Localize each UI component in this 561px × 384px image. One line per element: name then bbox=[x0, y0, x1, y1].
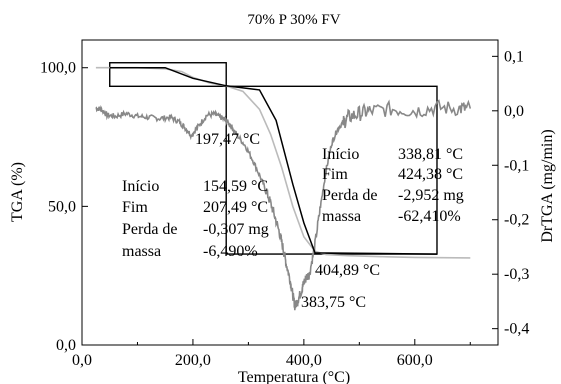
x-tick-label: 200,0 bbox=[175, 352, 211, 369]
y2-tick-label: -0,2 bbox=[504, 212, 529, 229]
step-1-info: Início Fim Perda de massa 154,59 °C 207,… bbox=[122, 178, 269, 260]
plot-frame bbox=[81, 39, 499, 346]
step-1-label-end: Fim bbox=[122, 199, 148, 216]
peak-label-3: 404,89 °C bbox=[315, 262, 380, 279]
y-tick-label: 50,0 bbox=[48, 198, 76, 215]
step-2-info: Início Fim Perda de massa 338,81 °C 424,… bbox=[322, 146, 464, 225]
step-1-label-mass: massa bbox=[122, 243, 161, 260]
peak-label-2: 383,75 °C bbox=[301, 294, 366, 311]
y2-tick-label: 0,1 bbox=[504, 48, 524, 65]
peak-label-1-text: 197,47 °C bbox=[195, 131, 260, 148]
y2-tick-label: -0,4 bbox=[504, 321, 529, 338]
y2-tick-label: 0,0 bbox=[504, 103, 524, 120]
step-1-value-loss: -0,307 mg bbox=[203, 221, 269, 238]
step-1-label-start: Início bbox=[122, 178, 159, 195]
step-1-value-start: 154,59 °C bbox=[203, 178, 268, 195]
step-2-value-loss: -2,952 mg bbox=[398, 187, 464, 204]
chart-title: 70% P 30% FV bbox=[247, 12, 340, 28]
peak-label-1: 197,47 °C bbox=[195, 131, 260, 148]
dtga-series bbox=[95, 99, 472, 311]
step-2-label-end: Fim bbox=[322, 166, 348, 183]
step-box-2 bbox=[225, 85, 438, 255]
x-tick-label: 600,0 bbox=[397, 352, 433, 369]
step-2-value-start: 338,81 °C bbox=[398, 146, 463, 163]
y-tick-label: 0,0 bbox=[56, 337, 76, 354]
axes: 0,0 200,0 400,0 600,0 0,0 50,0 100,0 0,1 0,0 -0,1… bbox=[40, 48, 529, 369]
x-tick-label: 400,0 bbox=[286, 352, 322, 369]
y2-tick-label: -0,1 bbox=[504, 157, 529, 174]
plot-area bbox=[95, 62, 472, 311]
step-2-value-end: 424,38 °C bbox=[398, 166, 463, 183]
y-axis-label: TGA (%) bbox=[9, 162, 26, 222]
step-2-label-mass: massa bbox=[322, 208, 361, 225]
step-box-1 bbox=[109, 62, 227, 88]
step-1-value-mass: -6,490% bbox=[203, 243, 258, 260]
step-1-label-loss: Perda de bbox=[122, 221, 178, 238]
x-axis-label: Temperatura (°C) bbox=[238, 369, 350, 384]
step-2-label-start: Início bbox=[322, 146, 359, 163]
y-tick-label: 100,0 bbox=[40, 60, 76, 77]
y2-axis-label: DrTGA (mg/min) bbox=[539, 129, 556, 242]
x-tick-label: 0,0 bbox=[72, 352, 92, 369]
tga-onset-line bbox=[109, 66, 438, 255]
peak-label-3-text: 404,89 °C bbox=[315, 262, 380, 279]
y2-tick-label: -0,3 bbox=[504, 266, 529, 283]
step-1-value-end: 207,49 °C bbox=[203, 199, 268, 216]
step-2-value-mass: -62,410% bbox=[398, 208, 461, 225]
step-2-label-loss: Perda de bbox=[322, 187, 378, 204]
peak-label-2-text: 383,75 °C bbox=[301, 294, 366, 311]
